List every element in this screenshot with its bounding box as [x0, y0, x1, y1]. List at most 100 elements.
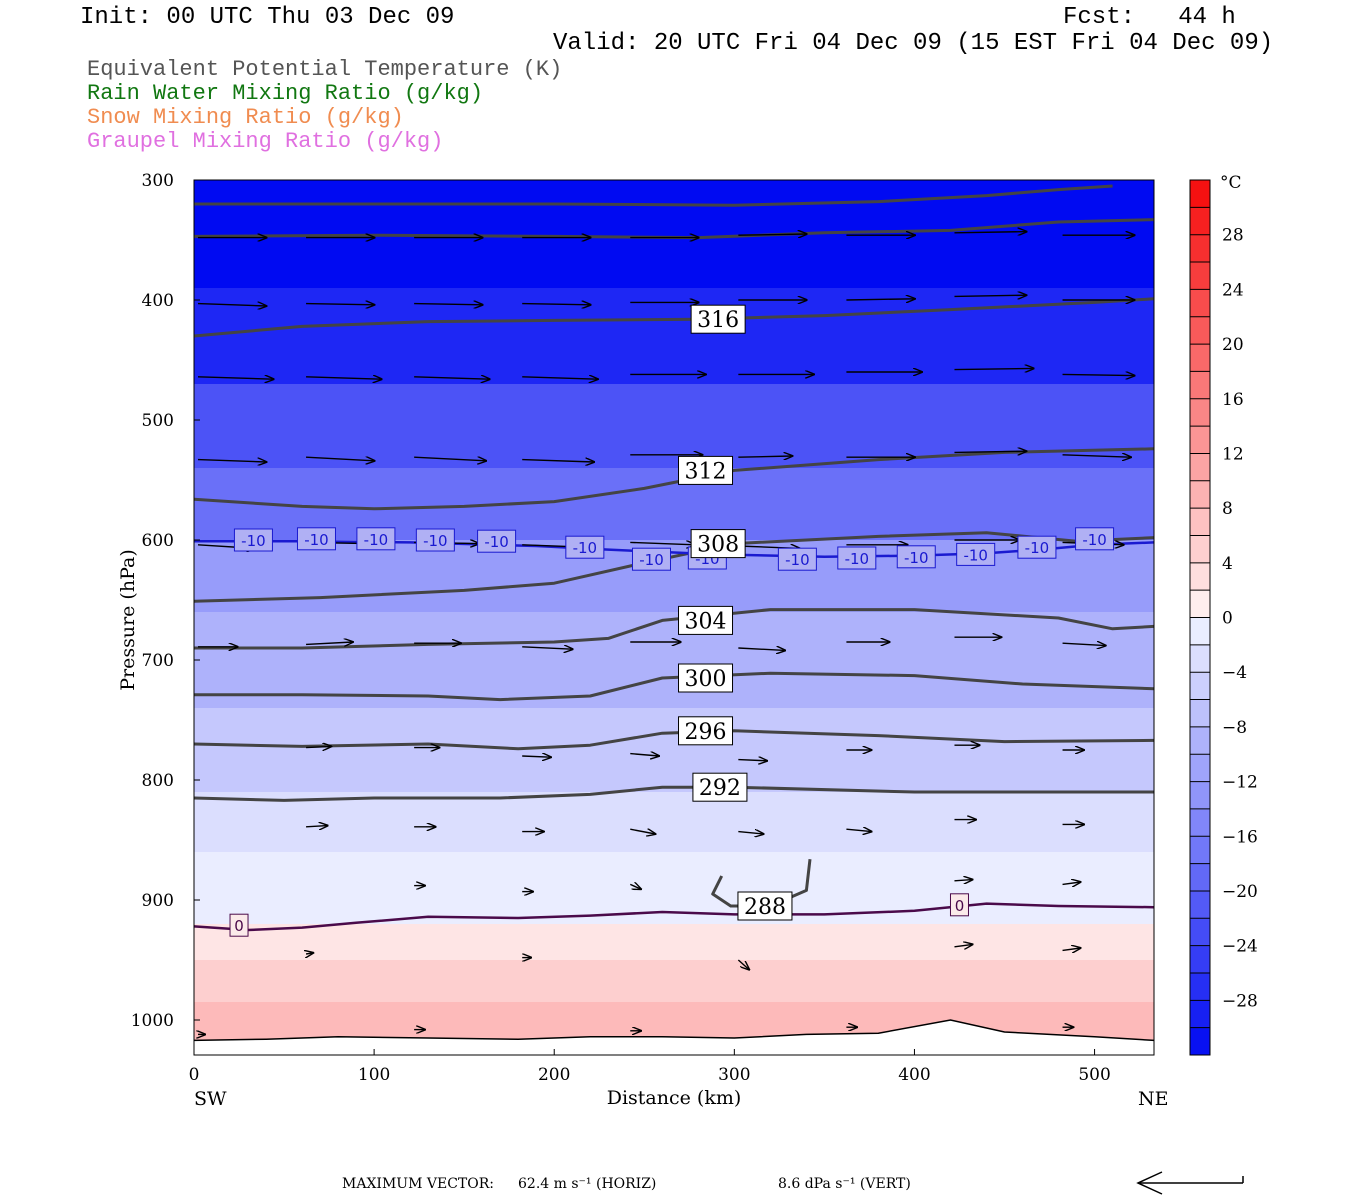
isotherm-minus10-label: -10 [573, 539, 598, 557]
isotherm-minus10-label: -10 [1025, 539, 1050, 557]
isotherm-minus10-label: -10 [304, 531, 329, 549]
wind-vector [630, 829, 655, 834]
theta-e-label-box [678, 663, 734, 693]
colorbar-swatch [1190, 754, 1210, 783]
wind-vector [954, 451, 1026, 452]
x-tick-label: 500 [1078, 1065, 1110, 1085]
wind-vector [197, 304, 266, 306]
wind-vector [1062, 455, 1131, 457]
temperature-band [194, 708, 1154, 793]
x-tick-label: 100 [358, 1065, 390, 1085]
theta-e-label: 308 [697, 533, 739, 558]
legend-snow: Snow Mixing Ratio (g/kg) [87, 105, 404, 130]
valid-time: Valid: 20 UTC Fri 04 Dec 09 (15 EST Fri … [553, 30, 1274, 57]
colorbar-label: 16 [1222, 390, 1244, 410]
colorbar-swatch [1190, 1027, 1210, 1056]
theta-e-contour-292 [194, 785, 1154, 802]
colorbar-swatch [1190, 316, 1210, 345]
isotherm-minus10-label: -10 [364, 531, 389, 549]
colorbar-swatch [1190, 590, 1210, 618]
colorbar-swatch [1190, 398, 1210, 427]
colorbar-swatch [1190, 672, 1210, 701]
colorbar-swatch [1190, 344, 1210, 372]
isotherm-minus10-label: -10 [904, 549, 929, 567]
colorbar-swatch [1190, 480, 1210, 509]
theta-e-label: 292 [699, 776, 741, 801]
colorbar-swatch [1190, 644, 1210, 673]
legend-rain-water: Rain Water Mixing Ratio (g/kg) [87, 81, 484, 106]
colorbar-swatch [1190, 453, 1210, 482]
theta-e-label-box [690, 529, 746, 559]
colorbar-swatch [1190, 371, 1210, 400]
wind-vector [306, 377, 382, 379]
theta-e-label: 312 [685, 459, 727, 484]
wind-vector [954, 880, 972, 881]
isotherm-minus10-label-box [233, 528, 273, 552]
isotherm-minus10-label-box [296, 527, 336, 551]
wind-vector [954, 295, 1026, 296]
isotherm-minus10-label-box [1075, 527, 1115, 551]
theta-e-contour-296 [194, 729, 1154, 751]
colorbar-unit: °C [1220, 173, 1242, 193]
wind-vector [846, 829, 871, 831]
x-axis-title: Distance (km) [607, 1087, 742, 1109]
colorbar-label: −12 [1222, 773, 1258, 793]
isotherm-minus10-label-box [837, 546, 877, 570]
colorbar-label: 28 [1222, 226, 1244, 246]
isotherm-minus10-label: -10 [1082, 531, 1107, 549]
isotherm-minus10-label-box [565, 535, 605, 559]
wind-vector [954, 368, 1033, 369]
isotherm-minus10-label-box [777, 547, 817, 571]
theta-e-label-box [678, 605, 734, 635]
wind-vector [1062, 643, 1106, 645]
colorbar-swatch [1190, 562, 1210, 591]
isotherm-zero-line [194, 902, 1154, 932]
isotherm-zero-label: 0 [955, 897, 965, 915]
max-vector-horiz: 62.4 m s⁻¹ (HORIZ) [518, 1176, 657, 1192]
theta-e-label-box [690, 304, 746, 334]
wind-vector [306, 746, 331, 747]
temperature-band [194, 924, 1154, 961]
colorbar-swatch [1190, 972, 1210, 1001]
isotherm-minus10-label: -10 [639, 551, 664, 569]
theta-e-label: 296 [685, 720, 727, 745]
wind-vector [306, 304, 374, 305]
temperature-band [194, 960, 1154, 1003]
isotherm-minus10-label: -10 [241, 532, 266, 550]
max-vector-label: MAXIMUM VECTOR: [342, 1176, 494, 1192]
isotherm-minus10-label-box [356, 527, 396, 551]
colorbar-label: −24 [1222, 937, 1258, 957]
colorbar-swatch [1190, 508, 1210, 536]
theta-e-label: 288 [744, 895, 786, 920]
wind-vector [630, 754, 659, 756]
isotherm-minus10-label-box [896, 545, 936, 569]
y-tick-label: 700 [142, 651, 174, 671]
colorbar-swatch [1190, 426, 1210, 454]
theta-e-label: 300 [685, 667, 727, 692]
wind-vector [306, 457, 374, 461]
y-tick-label: 600 [142, 531, 174, 551]
isotherm-minus10-label: -10 [963, 546, 988, 564]
wind-vector [737, 959, 749, 970]
x-tick-label: 200 [538, 1065, 570, 1085]
theta-e-label: 304 [685, 609, 727, 634]
colorbar-swatch [1190, 1000, 1210, 1029]
colorbar-swatch [1190, 617, 1210, 646]
colorbar-label: 12 [1222, 444, 1244, 464]
y-tick-label: 500 [142, 411, 174, 431]
colorbar-swatch [1190, 945, 1210, 974]
colorbar-label: 8 [1222, 499, 1233, 519]
wind-vector [954, 944, 972, 946]
wind-vector [954, 232, 1026, 233]
x-axis-start-label: SW [194, 1088, 227, 1110]
isotherm-minus10-label-box [415, 528, 455, 552]
wind-vector [1062, 374, 1135, 375]
y-tick-label: 900 [142, 891, 174, 911]
legend-graupel: Graupel Mixing Ratio (g/kg) [87, 129, 444, 154]
theta-e-contour-300 [194, 671, 1154, 702]
wind-vector [306, 953, 313, 954]
colorbar-label: −8 [1222, 718, 1247, 738]
colorbar-label: −20 [1222, 882, 1258, 902]
isotherm-zero-label-box [949, 893, 969, 917]
colorbar-swatch [1190, 836, 1210, 865]
